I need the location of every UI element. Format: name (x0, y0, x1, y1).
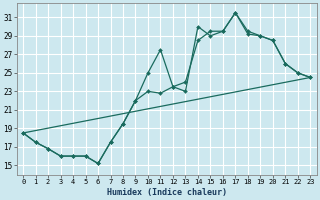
X-axis label: Humidex (Indice chaleur): Humidex (Indice chaleur) (107, 188, 227, 197)
